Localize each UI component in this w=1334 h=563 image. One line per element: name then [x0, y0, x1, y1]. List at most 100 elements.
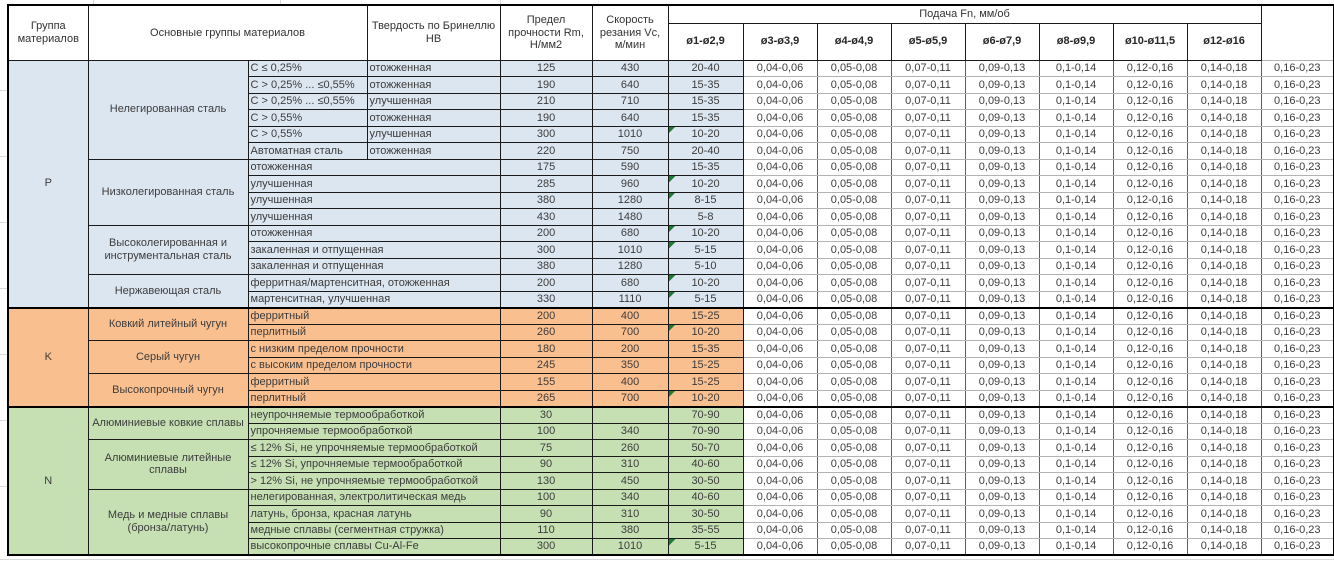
subgroup-name-cell[interactable]: Низколегированная сталь: [87, 158, 249, 226]
feed-value-cell[interactable]: 0,05-0,08: [816, 323, 892, 341]
feed-value-cell[interactable]: 0,05-0,08: [816, 472, 892, 490]
group-code-cell[interactable]: P: [7, 59, 89, 308]
hb-value-cell[interactable]: 330: [499, 290, 593, 308]
feed-value-cell[interactable]: 0,07-0,11: [890, 340, 966, 358]
feed-value-cell[interactable]: 0,04-0,06: [742, 521, 818, 539]
feed-value-cell[interactable]: 0,04-0,06: [742, 405, 818, 424]
feed-value-cell[interactable]: 0,04-0,06: [742, 389, 818, 407]
group-code-cell[interactable]: N: [7, 405, 89, 556]
feed-value-cell[interactable]: 0,1-0,14: [1038, 92, 1114, 110]
feed-value-cell[interactable]: 0,07-0,11: [890, 422, 966, 440]
rm-value-cell[interactable]: 1280: [591, 257, 669, 275]
feed-value-cell[interactable]: 0,14-0,18: [1186, 373, 1262, 391]
hb-value-cell[interactable]: 200: [499, 274, 593, 292]
feed-value-cell[interactable]: 0,09-0,13: [964, 472, 1040, 490]
feed-value-cell[interactable]: 0,12-0,16: [1112, 389, 1188, 407]
feed-value-cell[interactable]: 0,09-0,13: [964, 59, 1040, 77]
hb-value-cell[interactable]: 200: [499, 306, 593, 325]
feed-value-cell[interactable]: 0,14-0,18: [1186, 76, 1262, 94]
rm-value-cell[interactable]: 700: [591, 389, 669, 407]
feed-value-cell[interactable]: 0,12-0,16: [1112, 76, 1188, 94]
feed-value-cell[interactable]: 0,09-0,13: [964, 422, 1040, 440]
feed-value-cell[interactable]: 0,04-0,06: [742, 125, 818, 143]
hb-value-cell[interactable]: 300: [499, 125, 593, 143]
subgroup-name-cell[interactable]: Нержавеющая сталь: [87, 274, 249, 308]
feed-value-cell[interactable]: 0,05-0,08: [816, 521, 892, 539]
feed-value-cell[interactable]: 0,16-0,23: [1260, 356, 1334, 374]
vc-value-cell[interactable]: 30-50: [667, 505, 744, 523]
rm-value-cell[interactable]: 1010: [591, 538, 669, 556]
vc-value-cell[interactable]: 10-20: [667, 224, 744, 242]
feed-value-cell[interactable]: 0,05-0,08: [816, 306, 892, 325]
feed-value-cell[interactable]: 0,05-0,08: [816, 340, 892, 358]
feed-value-cell[interactable]: 0,1-0,14: [1038, 455, 1114, 473]
feed-value-cell[interactable]: 0,05-0,08: [816, 158, 892, 176]
hb-value-cell[interactable]: 90: [499, 505, 593, 523]
feed-value-cell[interactable]: 0,12-0,16: [1112, 142, 1188, 160]
hb-value-cell[interactable]: 380: [499, 257, 593, 275]
subgroup-name-cell[interactable]: Серый чугун: [87, 340, 249, 374]
rm-value-cell[interactable]: 1110: [591, 290, 669, 308]
rm-value-cell[interactable]: 1010: [591, 125, 669, 143]
feed-value-cell[interactable]: 0,07-0,11: [890, 191, 966, 209]
feed-value-cell[interactable]: 0,05-0,08: [816, 422, 892, 440]
col-header-diameter-1[interactable]: ø1-ø2,9: [667, 22, 744, 61]
hb-value-cell[interactable]: 110: [499, 521, 593, 539]
feed-value-cell[interactable]: 0,04-0,06: [742, 142, 818, 160]
feed-value-cell[interactable]: 0,1-0,14: [1038, 208, 1114, 226]
vc-value-cell[interactable]: 5-10: [667, 257, 744, 275]
feed-value-cell[interactable]: 0,07-0,11: [890, 142, 966, 160]
subgroup-name-cell[interactable]: Алюминиевые ковкие сплавы: [87, 405, 249, 440]
subgroup-name-cell[interactable]: Высокопрочный чугун: [87, 373, 249, 407]
vc-value-cell[interactable]: 30-50: [667, 472, 744, 490]
material-type-cell[interactable]: ферритная/мартенситная, отожженная: [247, 274, 501, 292]
material-type-cell[interactable]: мартенситная, улучшенная: [247, 290, 501, 308]
hb-value-cell[interactable]: 260: [499, 323, 593, 341]
vc-value-cell[interactable]: 5-8: [667, 208, 744, 226]
rm-value-cell[interactable]: 400: [591, 306, 669, 325]
feed-value-cell[interactable]: 0,05-0,08: [816, 373, 892, 391]
feed-value-cell[interactable]: 0,12-0,16: [1112, 158, 1188, 176]
vc-value-cell[interactable]: 10-20: [667, 323, 744, 341]
feed-value-cell[interactable]: 0,1-0,14: [1038, 142, 1114, 160]
hb-value-cell[interactable]: 200: [499, 224, 593, 242]
feed-value-cell[interactable]: 0,04-0,06: [742, 257, 818, 275]
feed-value-cell[interactable]: 0,05-0,08: [816, 405, 892, 424]
feed-value-cell[interactable]: 0,16-0,23: [1260, 488, 1334, 506]
feed-value-cell[interactable]: 0,04-0,06: [742, 191, 818, 209]
material-type-cell[interactable]: нелегированная, электролитическая медь: [247, 488, 501, 506]
feed-value-cell[interactable]: 0,09-0,13: [964, 290, 1040, 308]
hb-value-cell[interactable]: 100: [499, 488, 593, 506]
feed-value-cell[interactable]: 0,07-0,11: [890, 505, 966, 523]
hb-value-cell[interactable]: 100: [499, 422, 593, 440]
feed-value-cell[interactable]: 0,07-0,11: [890, 125, 966, 143]
col-header-cutting-speed[interactable]: Скорость резания Vc, м/мин: [591, 4, 669, 61]
feed-value-cell[interactable]: 0,05-0,08: [816, 455, 892, 473]
feed-value-cell[interactable]: 0,16-0,23: [1260, 306, 1334, 325]
material-type-cell[interactable]: C > 0,25% ... ≤0,55%: [247, 76, 368, 94]
feed-value-cell[interactable]: 0,14-0,18: [1186, 389, 1262, 407]
feed-value-cell[interactable]: 0,09-0,13: [964, 455, 1040, 473]
vc-value-cell[interactable]: 5-15: [667, 241, 744, 259]
hb-value-cell[interactable]: 30: [499, 405, 593, 424]
feed-value-cell[interactable]: 0,14-0,18: [1186, 455, 1262, 473]
feed-value-cell[interactable]: 0,1-0,14: [1038, 306, 1114, 325]
feed-value-cell[interactable]: 0,07-0,11: [890, 323, 966, 341]
feed-value-cell[interactable]: 0,1-0,14: [1038, 257, 1114, 275]
rm-value-cell[interactable]: 310: [591, 455, 669, 473]
feed-value-cell[interactable]: 0,09-0,13: [964, 405, 1040, 424]
feed-value-cell[interactable]: 0,12-0,16: [1112, 340, 1188, 358]
feed-value-cell[interactable]: 0,12-0,16: [1112, 175, 1188, 193]
vc-value-cell[interactable]: 40-60: [667, 488, 744, 506]
feed-value-cell[interactable]: 0,12-0,16: [1112, 241, 1188, 259]
rm-value-cell[interactable]: 640: [591, 76, 669, 94]
material-type-cell[interactable]: перлитный: [247, 389, 501, 407]
rm-value-cell[interactable]: 1280: [591, 191, 669, 209]
rm-value-cell[interactable]: 350: [591, 356, 669, 374]
rm-value-cell[interactable]: 750: [591, 142, 669, 160]
feed-value-cell[interactable]: 0,09-0,13: [964, 521, 1040, 539]
rm-value-cell[interactable]: 340: [591, 422, 669, 440]
feed-value-cell[interactable]: 0,14-0,18: [1186, 356, 1262, 374]
feed-value-cell[interactable]: 0,09-0,13: [964, 208, 1040, 226]
feed-value-cell[interactable]: 0,04-0,06: [742, 306, 818, 325]
